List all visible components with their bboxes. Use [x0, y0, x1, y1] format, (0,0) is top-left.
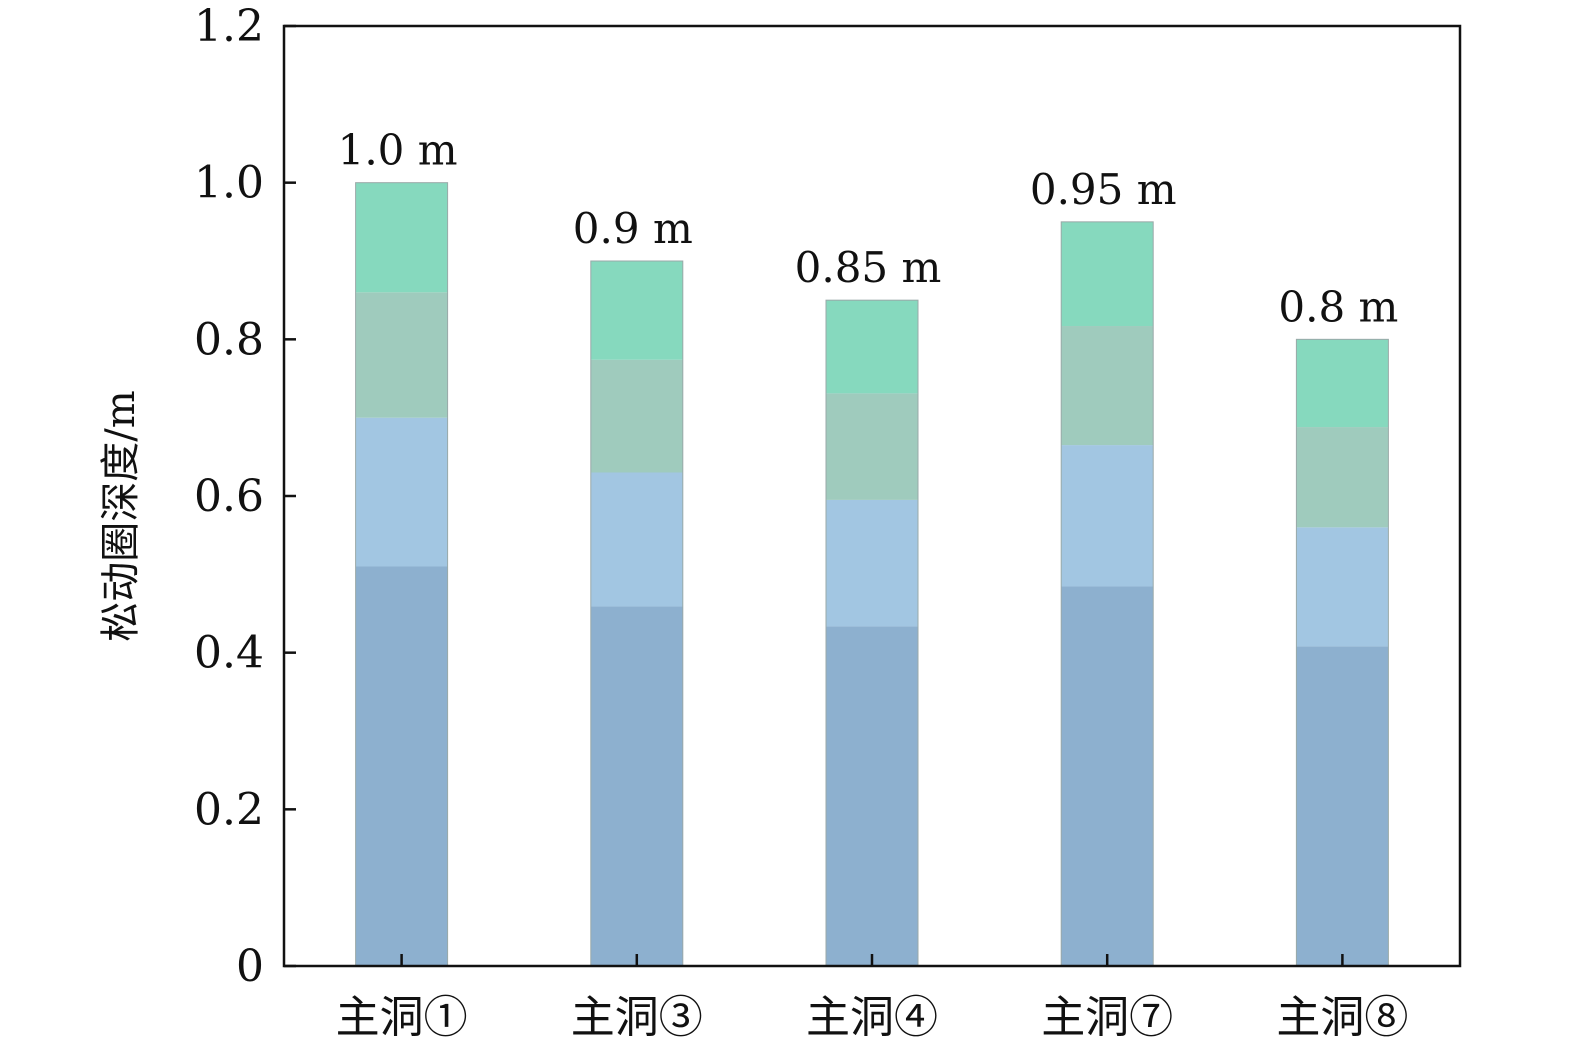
y-tick-label: 0	[236, 941, 264, 992]
bars-group	[355, 182, 1389, 967]
y-tick-label: 1.2	[194, 1, 264, 52]
y-tick-label: 1.0	[194, 158, 264, 209]
bar-segment	[1061, 445, 1154, 587]
bar-segment	[1296, 427, 1389, 528]
data-labels-group: 1.0 m 0.9 m 0.85 m 0.95 m 0.8 m	[338, 126, 1399, 332]
data-label: 0.95 m	[1030, 165, 1177, 214]
bar-segment	[1061, 326, 1154, 446]
bar-segment	[590, 359, 683, 473]
bar-segment	[1296, 339, 1389, 428]
y-axis: 0 0.2 0.4 0.6 0.8 1.0 1.2	[194, 1, 296, 992]
bar-segment	[355, 566, 448, 966]
bar	[590, 260, 684, 967]
y-tick-label: 0.4	[194, 628, 264, 679]
y-axis-label: 松动圈深度/m	[98, 390, 144, 641]
x-tick-label: 主洞④	[806, 992, 938, 1043]
y-tick-label: 0.6	[194, 471, 264, 522]
data-label: 1.0 m	[338, 126, 458, 175]
bar-segment	[1061, 221, 1154, 327]
bar-segment	[355, 182, 448, 293]
y-tick-label: 0.8	[194, 314, 264, 365]
bar-segment	[590, 261, 683, 360]
bar-segment	[1296, 527, 1389, 647]
bar	[1295, 338, 1389, 967]
bar-segment	[355, 417, 448, 567]
x-tick-label: 主洞③	[571, 992, 703, 1043]
bar-segment	[1296, 646, 1389, 966]
bar-segment	[826, 499, 918, 627]
data-label: 0.8 m	[1278, 282, 1398, 331]
bar	[825, 299, 919, 967]
data-label: 0.9 m	[573, 204, 693, 253]
bar-segment	[826, 393, 918, 500]
data-label: 0.85 m	[795, 243, 942, 292]
x-tick-label: 主洞①	[336, 992, 468, 1043]
bar-segment	[590, 472, 683, 607]
x-axis: 主洞① 主洞③ 主洞④ 主洞⑦ 主洞⑧	[336, 954, 1408, 1043]
bar-segment	[355, 292, 448, 418]
x-tick-label: 主洞⑧	[1276, 992, 1408, 1043]
bar	[1060, 221, 1154, 967]
y-tick-label: 0.2	[194, 784, 264, 835]
bar-segment	[826, 626, 918, 966]
bar-segment	[1061, 586, 1154, 966]
x-tick-label: 主洞⑦	[1041, 992, 1173, 1043]
bar	[355, 182, 449, 967]
bar-segment	[826, 300, 918, 394]
bar-segment	[590, 606, 683, 966]
